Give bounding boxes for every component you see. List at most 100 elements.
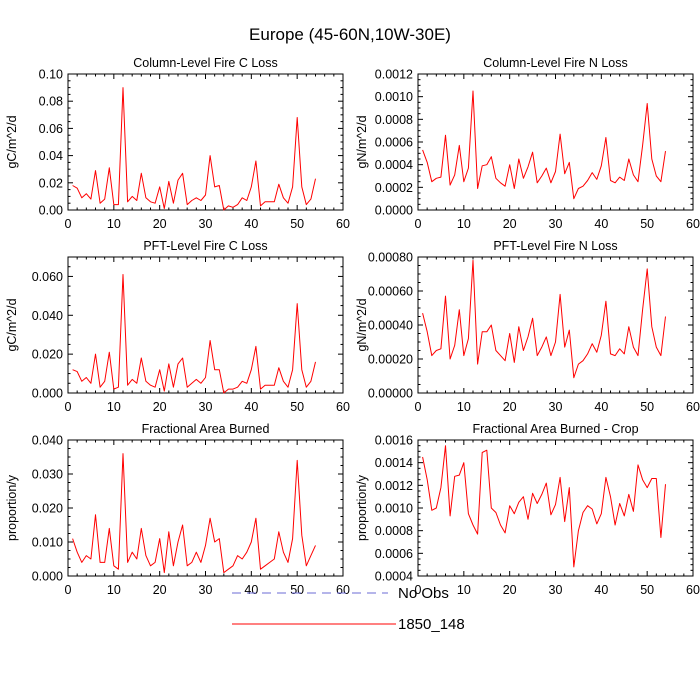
- x-tick-label: 10: [457, 583, 471, 597]
- x-tick-label: 30: [549, 583, 563, 597]
- panel-title: PFT-Level Fire C Loss: [143, 239, 267, 253]
- x-tick-label: 50: [640, 583, 654, 597]
- x-tick-label: 20: [153, 583, 167, 597]
- y-tick-label: 0.06: [39, 122, 63, 136]
- y-tick-label: 0.0012: [375, 68, 413, 82]
- y-axis-label: gN/m^2/d: [355, 115, 369, 168]
- x-tick-label: 0: [65, 400, 72, 414]
- y-tick-label: 0.04: [39, 149, 63, 163]
- plot-frame: [67, 439, 344, 577]
- y-tick-label: 0.0008: [375, 113, 413, 127]
- x-tick-label: 40: [244, 400, 258, 414]
- y-tick-label: 0.040: [32, 309, 63, 323]
- y-tick-label: 0.020: [32, 502, 63, 516]
- y-tick-label: 0.0006: [375, 136, 413, 150]
- y-tick-label: 0.0016: [375, 434, 413, 448]
- panels: Column-Level Fire C Loss gC/m^2/d 0 10 20 30 4…: [5, 56, 700, 597]
- x-tick-label: 0: [415, 583, 422, 597]
- y-tick-label: 0.0010: [375, 90, 413, 104]
- panel-4: PFT-Level Fire N Loss gN/m^2/d 0 10 20 30 40 50…: [355, 239, 700, 414]
- y-tick-label: 0.010: [32, 536, 63, 550]
- plot-frame: [67, 256, 344, 394]
- y-tick-label: 0.00: [39, 204, 63, 218]
- y-tick-label: 0.0000: [375, 204, 413, 218]
- x-tick-label: 30: [199, 400, 213, 414]
- y-axis-label: gN/m^2/d: [355, 298, 369, 351]
- series-line: [72, 87, 316, 211]
- x-tick-label: 40: [594, 400, 608, 414]
- x-tick-label: 20: [153, 217, 167, 231]
- y-tick-label: 0.0004: [375, 570, 413, 584]
- x-tick-label: 20: [503, 400, 517, 414]
- panel-title: Fractional Area Burned: [142, 422, 270, 436]
- y-tick-label: 0.0014: [375, 456, 413, 470]
- series-line: [422, 90, 666, 200]
- y-axis-label: proportion/y: [355, 474, 369, 541]
- y-tick-label: 0.08: [39, 95, 63, 109]
- panel-6: Fractional Area Burned - Crop proportion/…: [355, 422, 700, 597]
- series-line: [72, 453, 316, 574]
- x-tick-label: 50: [290, 583, 304, 597]
- y-tick-label: 0.0008: [375, 524, 413, 538]
- x-tick-label: 50: [640, 400, 654, 414]
- x-tick-label: 0: [65, 583, 72, 597]
- y-tick-label: 0.0010: [375, 502, 413, 516]
- x-tick-label: 60: [336, 583, 350, 597]
- plot-frame: [417, 73, 694, 211]
- panel-3: PFT-Level Fire C Loss gC/m^2/d 0 10 20 30 40 50…: [5, 239, 350, 414]
- series-line: [72, 274, 316, 394]
- x-tick-label: 20: [503, 217, 517, 231]
- series-line: [422, 445, 666, 568]
- y-axis-label: proportion/y: [5, 474, 19, 541]
- x-tick-label: 60: [686, 583, 700, 597]
- x-tick-label: 50: [290, 400, 304, 414]
- y-tick-label: 0.02: [39, 176, 63, 190]
- x-tick-label: 30: [199, 217, 213, 231]
- panel-2: Column-Level Fire N Loss gN/m^2/d 0 10 20 30 4…: [355, 56, 700, 231]
- x-tick-label: 10: [107, 583, 121, 597]
- panel-title: Column-Level Fire N Loss: [483, 56, 628, 70]
- x-tick-label: 40: [594, 583, 608, 597]
- y-tick-label: 0.00000: [368, 387, 413, 401]
- legend-obs-label: No Obs: [398, 585, 449, 602]
- y-tick-label: 0.00020: [368, 353, 413, 367]
- y-tick-label: 0.00040: [368, 319, 413, 333]
- legend-model-label: 1850_148: [398, 616, 465, 633]
- y-tick-label: 0.060: [32, 270, 63, 284]
- x-tick-label: 10: [457, 217, 471, 231]
- y-tick-label: 0.10: [39, 68, 63, 82]
- panel-title: PFT-Level Fire N Loss: [493, 239, 617, 253]
- y-tick-label: 0.0012: [375, 479, 413, 493]
- y-axis-label: gC/m^2/d: [5, 115, 19, 168]
- y-tick-label: 0.00060: [368, 285, 413, 299]
- y-tick-label: 0.0006: [375, 547, 413, 561]
- panel-title: Column-Level Fire C Loss: [133, 56, 278, 70]
- y-tick-label: 0.000: [32, 570, 63, 584]
- x-tick-label: 10: [457, 400, 471, 414]
- y-tick-label: 0.040: [32, 434, 63, 448]
- series-line: [422, 259, 666, 379]
- x-tick-label: 50: [290, 217, 304, 231]
- x-tick-label: 60: [336, 217, 350, 231]
- plot-frame: [67, 73, 344, 211]
- y-tick-label: 0.020: [32, 348, 63, 362]
- y-tick-label: 0.00080: [368, 251, 413, 265]
- y-tick-label: 0.0002: [375, 181, 413, 195]
- x-tick-label: 0: [65, 217, 72, 231]
- x-tick-label: 30: [199, 583, 213, 597]
- legend: No Obs 1850_148: [232, 585, 465, 633]
- panel-5: Fractional Area Burned proportion/y 0 10 20 3…: [5, 422, 350, 597]
- panel-1: Column-Level Fire C Loss gC/m^2/d 0 10 20 30 4…: [5, 56, 350, 231]
- panel-title: Fractional Area Burned - Crop: [472, 422, 638, 436]
- y-tick-label: 0.000: [32, 387, 63, 401]
- x-tick-label: 50: [640, 217, 654, 231]
- x-tick-label: 40: [244, 217, 258, 231]
- figure-title: Europe (45-60N,10W-30E): [249, 25, 451, 44]
- x-tick-label: 40: [594, 217, 608, 231]
- x-tick-label: 10: [107, 217, 121, 231]
- x-tick-label: 60: [686, 217, 700, 231]
- x-tick-label: 30: [549, 400, 563, 414]
- y-axis-label: gC/m^2/d: [5, 298, 19, 351]
- x-tick-label: 20: [503, 583, 517, 597]
